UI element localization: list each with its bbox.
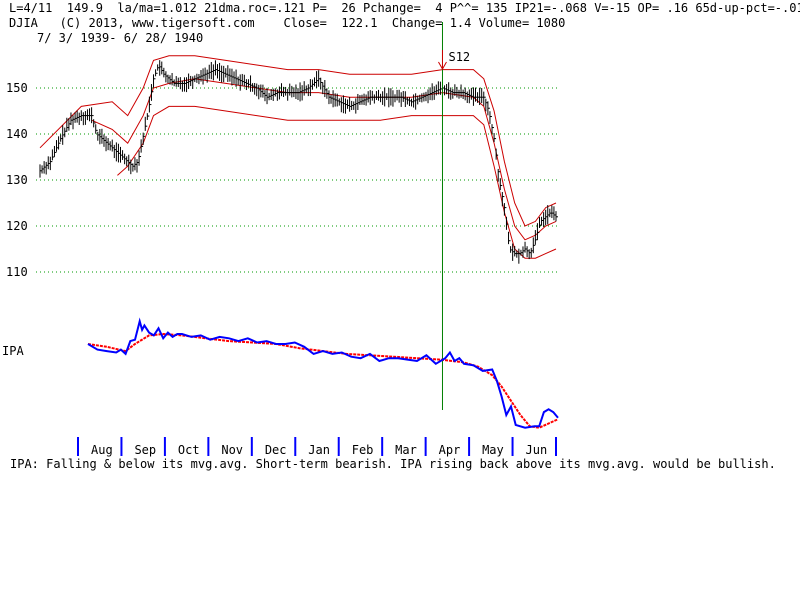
- month-label-oct: Oct: [178, 443, 200, 457]
- month-label-sep: Sep: [134, 443, 156, 457]
- month-label-nov: Nov: [221, 443, 243, 457]
- month-label-jun: Jun: [526, 443, 548, 457]
- ipa-line: [87, 317, 559, 429]
- month-label-mar: Mar: [395, 443, 417, 457]
- month-label-may: May: [482, 443, 504, 457]
- y-tick-label-130: 130: [6, 173, 28, 187]
- month-label-aug: Aug: [91, 443, 113, 457]
- header-daterange: 7/ 3/ 1939- 6/ 28/ 1940: [37, 31, 204, 45]
- month-label-feb: Feb: [352, 443, 374, 457]
- y-tick-label-140: 140: [6, 127, 28, 141]
- footer-message: IPA: Falling & below its mvg.avg. Short-…: [10, 457, 776, 471]
- y-tick-label-110: 110: [6, 265, 28, 279]
- y-tick-label-120: 120: [6, 219, 28, 233]
- ipa-axis-label: IPA: [2, 344, 24, 358]
- month-label-apr: Apr: [439, 443, 461, 457]
- signal-label: S12: [448, 50, 470, 64]
- band-upper: [39, 55, 557, 227]
- signal-arrow-head: [438, 61, 447, 71]
- y-tick-label-150: 150: [6, 81, 28, 95]
- header-title: DJIA (C) 2013, www.tigersoft.com Close= …: [9, 16, 566, 30]
- ipa-moving-average: [87, 332, 559, 429]
- month-label-jan: Jan: [308, 443, 330, 457]
- band-lower: [117, 105, 557, 259]
- header-stats: L=4/11 149.9 la/ma=1.012 21dma.roc=.121 …: [9, 1, 800, 15]
- month-label-dec: Dec: [265, 443, 287, 457]
